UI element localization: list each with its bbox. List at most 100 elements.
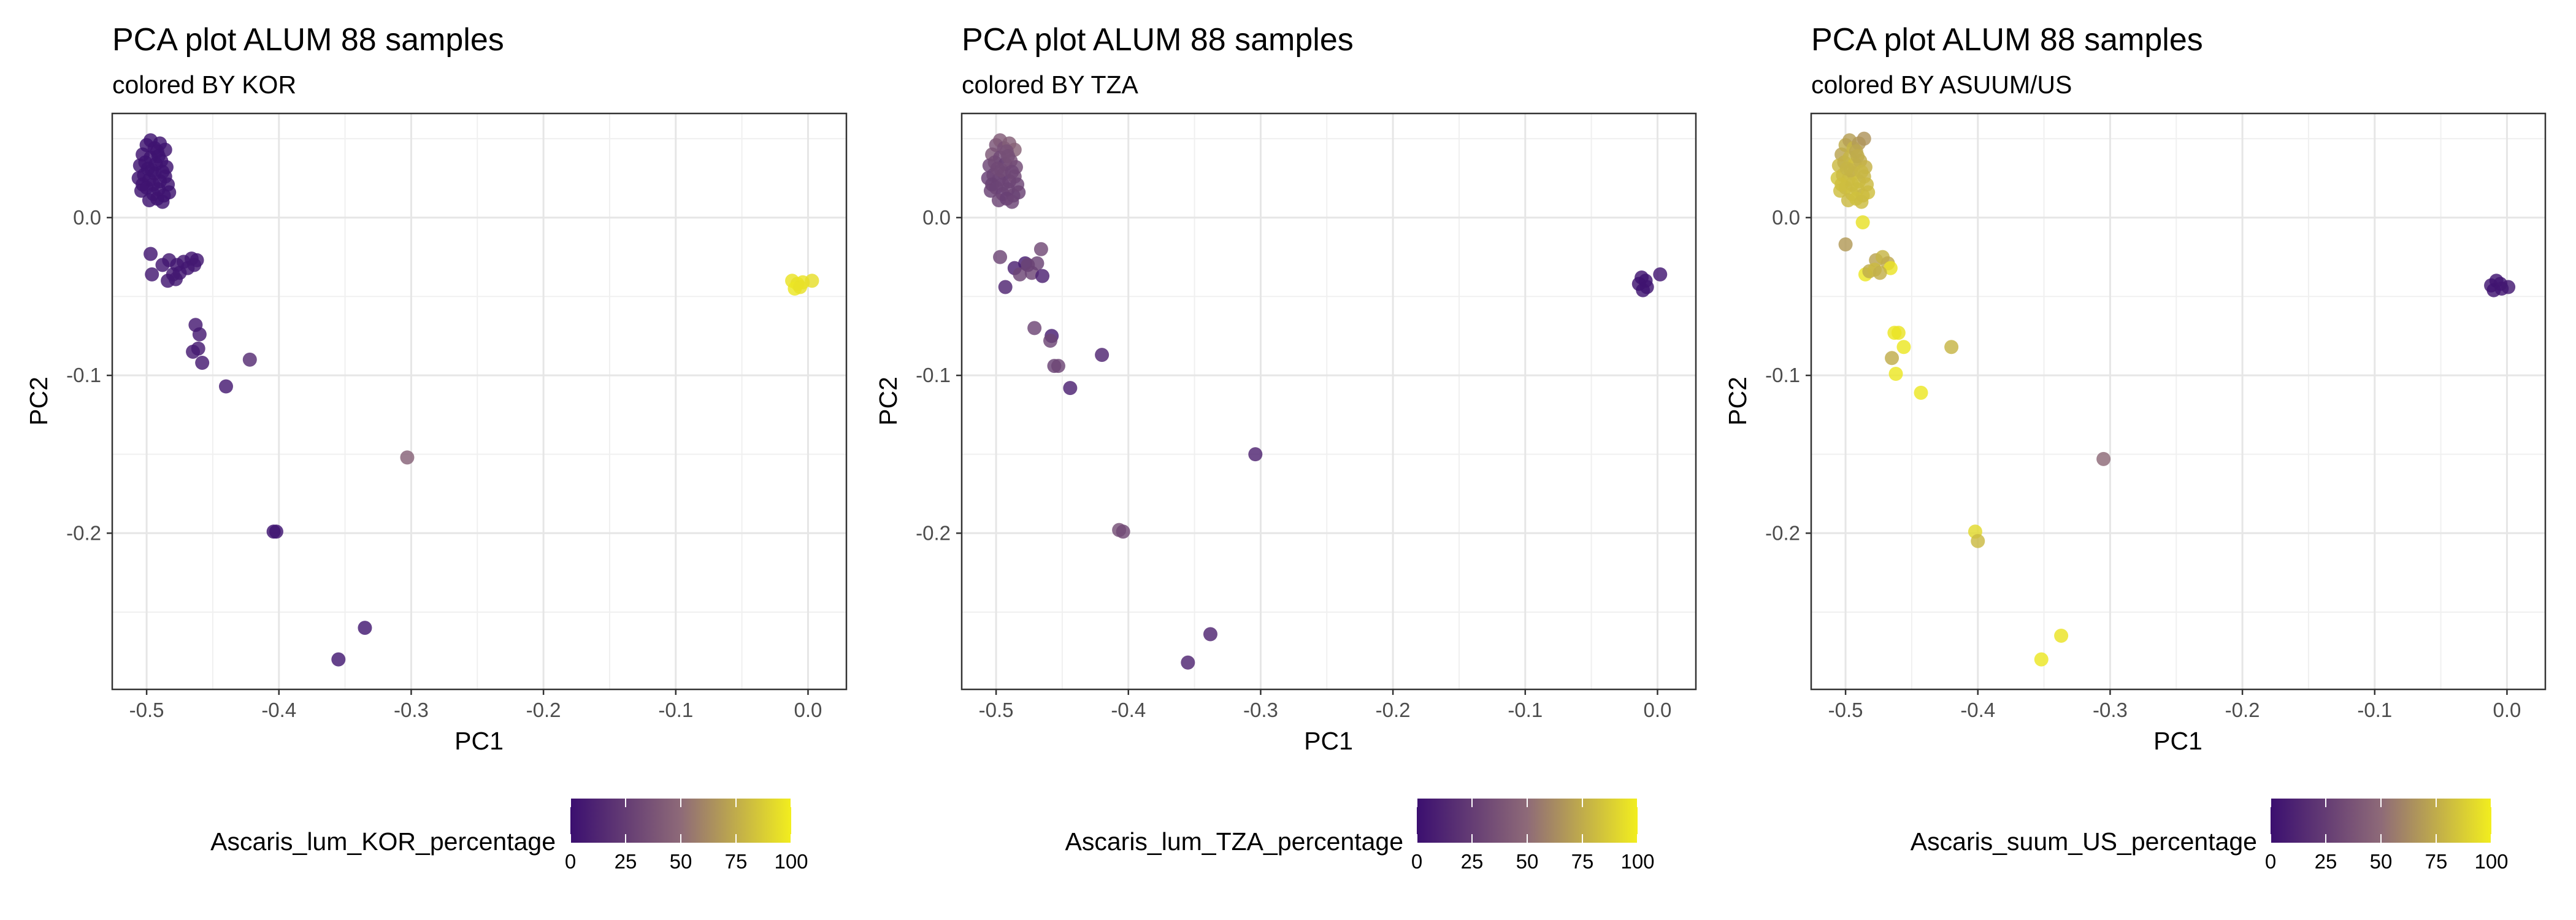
chart-subtitle: colored BY KOR [112,71,296,99]
y-tick-label: 0.0 [73,206,101,229]
y-axis-title: PC2 [1723,377,1752,426]
data-point [1010,177,1025,192]
colorbar-tick-label: 75 [1571,850,1594,873]
colorbar-tick-label: 25 [1461,850,1484,873]
x-axis-ticks: -0.5 -0.4 -0.3 -0.2 -0.1 0.0 [979,689,1672,721]
chart-subtitle: colored BY TZA [962,71,1139,99]
data-point [266,524,281,539]
data-point [1888,366,1903,381]
data-point [400,450,415,465]
grid-lines [1811,113,2545,689]
data-point [1860,177,1874,192]
chart-subtitle: colored BY ASUUM/US [1811,71,2072,99]
plot-background [112,113,846,689]
scatter-points [1830,131,2516,667]
data-point [1035,269,1050,283]
data-point [1116,524,1130,539]
data-point [1063,381,1078,396]
data-point [2054,629,2069,643]
x-tick-label: -0.3 [2093,699,2128,721]
data-point [136,177,150,192]
y-tick-label: 0.0 [1772,206,1800,229]
data-point [1850,148,1865,163]
data-point [358,621,372,635]
data-point [331,652,346,667]
data-point [1248,447,1263,462]
plot-background [962,113,1696,689]
data-point [144,247,158,261]
data-point [1885,351,1899,366]
grid-lines [112,113,846,689]
colorbar-tick-label: 75 [2425,850,2448,873]
y-axis-title: PC2 [874,377,902,426]
data-point [155,194,170,209]
x-tick-label: -0.5 [979,699,1014,721]
data-point [1021,258,1035,272]
data-point [1873,266,1887,280]
x-tick-label: 0.0 [1644,699,1672,721]
x-tick-label: -0.1 [658,699,693,721]
y-tick-label: -0.1 [916,364,951,386]
x-axis-ticks: -0.5 -0.4 -0.3 -0.2 -0.1 0.0 [1828,689,2521,721]
data-point [1653,267,1668,282]
colorbar-tick-label: 100 [774,850,808,873]
data-point [187,258,202,272]
x-tick-label: -0.4 [1111,699,1146,721]
data-point [192,327,207,342]
colorbar-tick-label: 100 [1620,850,1654,873]
colorbar-ticks: 0 25 50 75 100 [565,799,808,873]
data-point [155,164,170,179]
data-point [1043,333,1058,348]
data-point [993,250,1008,264]
panel-kor: PCA plot ALUM 88 samples colored BY KOR … [25,22,848,873]
data-point [1839,161,1854,176]
data-point [1013,267,1027,282]
data-point [1027,321,1042,335]
plot-panel-frame [1810,112,2547,691]
data-point [1005,164,1019,179]
y-tick-label: -0.2 [1765,521,1800,544]
x-axis-title: PC1 [2153,727,2202,755]
chart-title: PCA plot ALUM 88 samples [962,22,1354,58]
data-point [1095,348,1110,362]
data-point [1883,261,1898,275]
x-tick-label: -0.1 [1508,699,1543,721]
y-tick-label: 0.0 [922,206,951,229]
x-tick-label: -0.3 [1243,699,1278,721]
x-tick-label: -0.4 [1960,699,1995,721]
y-axis-ticks: 0.0 -0.1 -0.2 [916,206,962,544]
data-point [146,177,161,192]
data-point [1838,237,1853,252]
data-point [1639,280,1654,294]
colorbar-tick-label: 25 [615,850,637,873]
data-point [161,177,175,192]
plot-panel-frame [960,112,1697,691]
data-point [1914,385,1928,400]
y-tick-label: -0.2 [916,521,951,544]
x-tick-label: -0.2 [1376,699,1411,721]
x-tick-label: 0.0 [2493,699,2521,721]
data-point [1203,627,1217,642]
data-point [195,355,210,370]
data-point [140,161,155,176]
grid-lines [962,113,1696,689]
data-point [1855,215,1870,230]
data-point [169,272,183,286]
x-tick-label: -0.2 [2225,699,2260,721]
colorbar-tick-label: 100 [2474,850,2508,873]
colorbar-tick-label: 0 [565,850,576,873]
data-point [998,280,1013,294]
x-tick-label: -0.5 [1828,699,1863,721]
x-axis-title: PC1 [454,727,504,755]
data-point [151,148,166,163]
data-point [1834,177,1849,192]
x-tick-label: -0.2 [526,699,561,721]
x-tick-label: -0.5 [129,699,164,721]
data-point [805,274,819,288]
y-tick-label: -0.1 [1765,364,1800,386]
colorbar-ticks: 0 25 50 75 100 [2265,799,2509,873]
data-point [990,161,1005,176]
legend-title: Ascaris_lum_TZA_percentage [1065,827,1403,856]
y-axis-title: PC2 [25,377,53,426]
